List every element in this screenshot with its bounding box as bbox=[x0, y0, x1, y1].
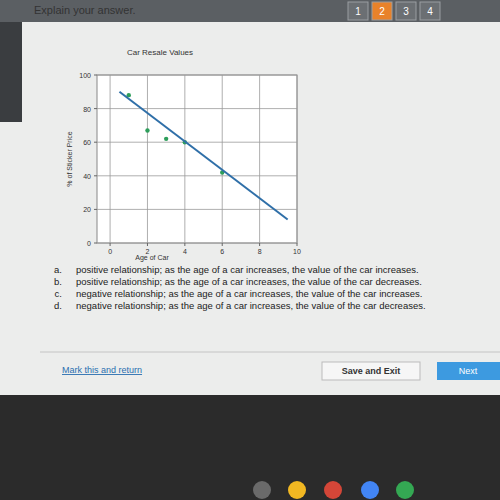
tick bbox=[259, 243, 260, 246]
tick-label: 4 bbox=[183, 248, 187, 255]
x-axis-label: Age of Car bbox=[135, 254, 169, 262]
tick-label: 10 bbox=[293, 248, 301, 255]
button[interactable] bbox=[322, 362, 420, 380]
tick-label: 0 bbox=[87, 240, 91, 247]
grid-line bbox=[147, 75, 148, 243]
option-text[interactable]: positive relationship; as the age of a c… bbox=[76, 276, 422, 287]
y-axis-label: % of Sticker Price bbox=[66, 131, 73, 186]
tick-label: 20 bbox=[83, 206, 91, 213]
tick bbox=[184, 243, 185, 246]
trend-line bbox=[119, 92, 287, 220]
option-text[interactable]: negative relationship; as the age of a c… bbox=[76, 300, 426, 311]
prompt: Explain your answer. bbox=[34, 4, 136, 16]
grid-line bbox=[97, 108, 297, 109]
tab-label: 4 bbox=[427, 6, 433, 17]
tick bbox=[94, 108, 97, 109]
tab[interactable] bbox=[420, 2, 440, 20]
plot-frame bbox=[97, 75, 297, 243]
side-bar bbox=[0, 22, 22, 122]
tick-label: 8 bbox=[258, 248, 262, 255]
screen bbox=[0, 0, 500, 395]
chart-title: Car Resale Values bbox=[127, 48, 193, 57]
option-letter: d. bbox=[54, 300, 62, 311]
grid-line bbox=[97, 243, 297, 244]
option-text[interactable]: negative relationship; as the age of a c… bbox=[76, 288, 422, 299]
point bbox=[164, 137, 168, 141]
button-label: Save and Exit bbox=[342, 366, 401, 376]
taskbar-icon[interactable] bbox=[288, 481, 306, 499]
grid-line bbox=[297, 75, 298, 243]
taskbar-icon[interactable] bbox=[253, 481, 271, 499]
page: 1 2 3 4 Explain your answer. Car Resale Value… bbox=[0, 0, 500, 500]
grid-line bbox=[222, 75, 223, 243]
grid-line bbox=[259, 75, 260, 243]
tick-label: 0 bbox=[108, 248, 112, 255]
tick bbox=[297, 243, 298, 246]
grid-line bbox=[97, 175, 297, 176]
taskbar-icon[interactable] bbox=[324, 481, 342, 499]
tab[interactable] bbox=[396, 2, 416, 20]
top-bar bbox=[0, 0, 500, 22]
tab-label: 3 bbox=[403, 6, 409, 17]
tick bbox=[147, 243, 148, 246]
grid-line bbox=[110, 75, 111, 243]
tab[interactable] bbox=[348, 2, 368, 20]
button[interactable] bbox=[437, 362, 500, 380]
point bbox=[145, 128, 149, 132]
option-letter: b. bbox=[54, 276, 62, 287]
tick bbox=[94, 75, 97, 76]
mark-link[interactable]: Mark this and return bbox=[62, 365, 142, 375]
tab-label: 2 bbox=[379, 6, 385, 17]
tick-label: 60 bbox=[83, 139, 91, 146]
tick bbox=[94, 175, 97, 176]
button-label: Next bbox=[459, 366, 478, 376]
marks bbox=[119, 92, 287, 220]
tick bbox=[94, 209, 97, 210]
tick-label: 100 bbox=[79, 72, 91, 79]
tab[interactable] bbox=[372, 2, 392, 20]
taskbar-icon[interactable] bbox=[361, 481, 379, 499]
option-text[interactable]: positive relationship; as the age of a c… bbox=[76, 264, 419, 275]
tick-label: 40 bbox=[83, 173, 91, 180]
tick-label: 6 bbox=[220, 248, 224, 255]
grid-line bbox=[97, 142, 297, 143]
divider bbox=[40, 352, 500, 353]
option-letter: a. bbox=[54, 264, 62, 275]
option-letter: c. bbox=[55, 288, 62, 299]
tick-label: 80 bbox=[83, 106, 91, 113]
grid-line bbox=[97, 75, 297, 76]
tick bbox=[222, 243, 223, 246]
backdrop bbox=[0, 0, 500, 500]
tick bbox=[94, 142, 97, 143]
tick bbox=[110, 243, 111, 246]
taskbar-icon[interactable] bbox=[396, 481, 414, 499]
tick bbox=[94, 243, 97, 244]
tab-label: 1 bbox=[355, 6, 361, 17]
grid-line bbox=[97, 209, 297, 210]
grid-line bbox=[184, 75, 185, 243]
